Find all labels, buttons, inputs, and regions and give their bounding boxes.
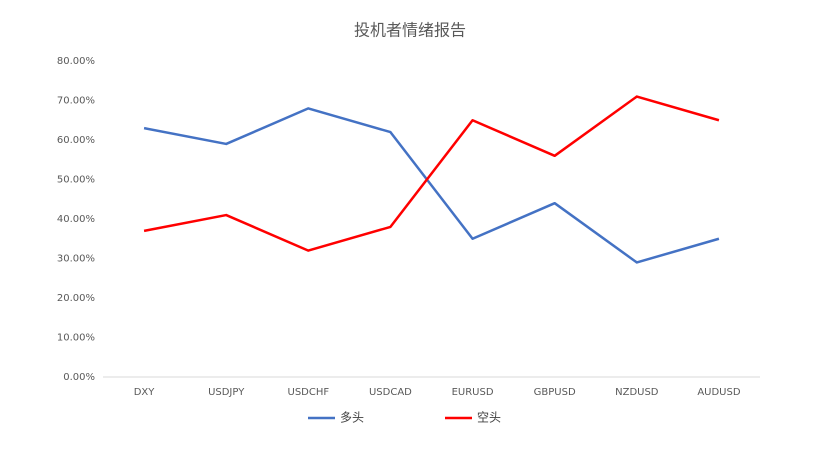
y-tick-label: 40.00% bbox=[57, 214, 95, 225]
y-tick-label: 0.00% bbox=[63, 372, 95, 383]
y-tick-label: 80.00% bbox=[57, 56, 95, 67]
series-line bbox=[143, 95, 720, 252]
x-tick-label: EURUSD bbox=[452, 387, 494, 398]
y-tick-label: 50.00% bbox=[57, 175, 95, 186]
x-tick-label: USDCAD bbox=[369, 387, 412, 398]
x-tick-label: USDJPY bbox=[208, 387, 245, 398]
y-tick-label: 10.00% bbox=[57, 333, 95, 344]
x-tick-label: AUDUSD bbox=[697, 387, 741, 398]
y-tick-label: 70.00% bbox=[57, 96, 95, 107]
y-tick-label: 30.00% bbox=[57, 254, 95, 265]
x-tick-label: USDCHF bbox=[288, 387, 330, 398]
x-tick-label: DXY bbox=[134, 387, 156, 398]
chart-title: 投机者情绪报告 bbox=[354, 21, 466, 40]
legend-label: 多头 bbox=[340, 411, 364, 425]
x-tick-label: GBPUSD bbox=[534, 387, 576, 398]
y-tick-label: 20.00% bbox=[57, 293, 95, 304]
y-tick-label: 60.00% bbox=[57, 135, 95, 146]
series-line bbox=[143, 107, 720, 264]
x-tick-label: NZDUSD bbox=[615, 387, 659, 398]
legend-label: 空头 bbox=[477, 411, 501, 425]
